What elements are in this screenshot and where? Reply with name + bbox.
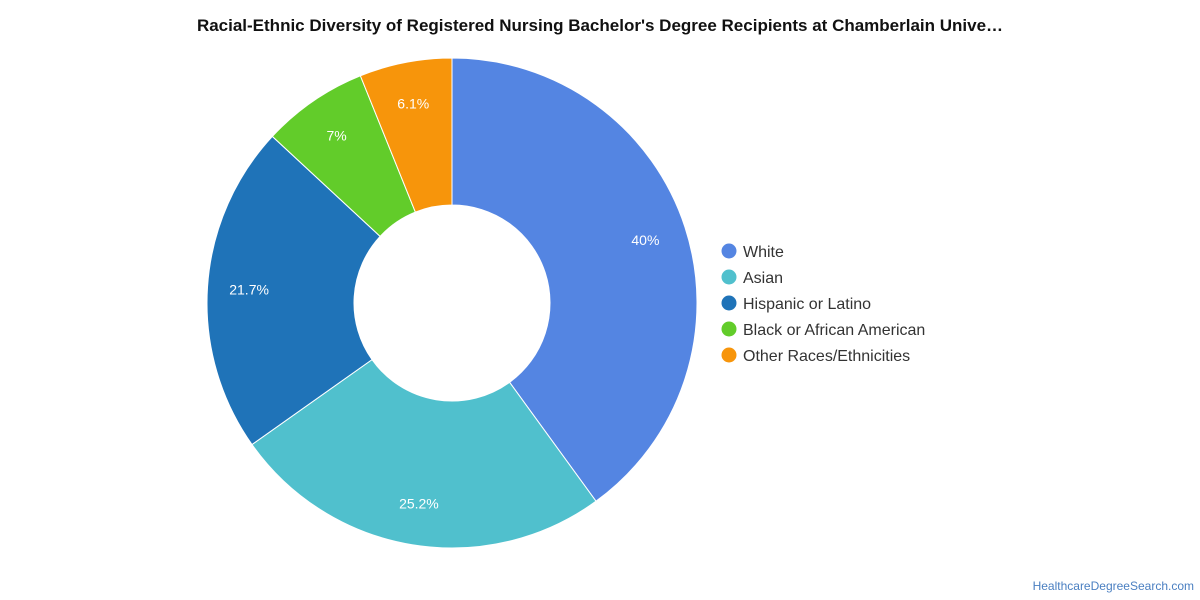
data-label-white: 40% <box>631 232 659 248</box>
source-link[interactable]: HealthcareDegreeSearch.com <box>1032 579 1194 593</box>
legend-marker-other-races-ethnicities <box>721 347 737 363</box>
data-label-black-or-african-american: 7% <box>327 128 347 144</box>
donut-slices <box>206 57 698 549</box>
data-label-other-races-ethnicities: 6.1% <box>397 95 429 111</box>
legend-marker-black-or-african-american <box>721 321 737 337</box>
chart-title: Racial-Ethnic Diversity of Registered Nu… <box>196 16 1004 35</box>
legend-item-black-or-african-american[interactable]: Black or African American <box>743 322 925 339</box>
legend-item-white[interactable]: White <box>743 244 784 261</box>
legend-item-asian[interactable]: Asian <box>743 270 783 287</box>
data-label-asian: 25.2% <box>399 496 439 512</box>
data-label-hispanic-or-latino: 21.7% <box>229 282 269 298</box>
slice-white[interactable] <box>451 57 698 502</box>
slice-hispanic-or-latino[interactable] <box>206 135 381 446</box>
legend-marker-white <box>721 243 737 259</box>
data-labels: 40% 25.2% 21.7% 7% 6.1% <box>229 95 659 511</box>
slice-other-races-ethnicities[interactable] <box>359 57 453 213</box>
legend: White Asian Hispanic or Latino Black or Afr… <box>721 243 925 365</box>
legend-item-other-races-ethnicities[interactable]: Other Races/Ethnicities <box>743 348 910 365</box>
legend-marker-hispanic-or-latino <box>721 295 737 311</box>
legend-marker-asian <box>721 269 737 285</box>
slice-asian[interactable] <box>251 358 597 549</box>
legend-item-hispanic-or-latino[interactable]: Hispanic or Latino <box>743 296 871 313</box>
